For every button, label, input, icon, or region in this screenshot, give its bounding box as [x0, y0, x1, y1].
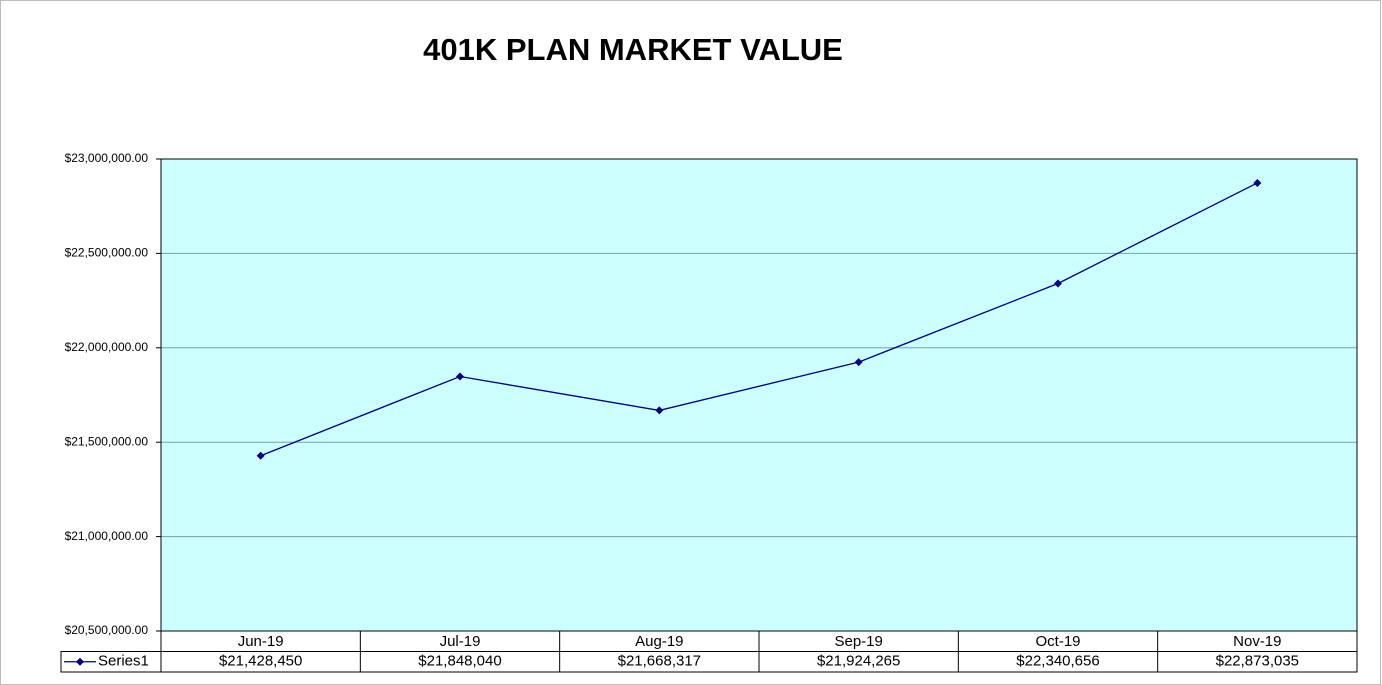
- x-tick-label: Jul-19: [440, 633, 481, 650]
- series-line: [260, 182, 1258, 457]
- table-value: $21,428,450: [219, 653, 302, 670]
- marker: [1054, 279, 1062, 288]
- y-tick-label: $20,500,000.00: [65, 623, 149, 637]
- x-tick-label: Nov-19: [1233, 633, 1281, 650]
- marker: [854, 358, 863, 367]
- y-tick-label: $22,500,000.00: [65, 246, 149, 260]
- table-value: $21,848,040: [418, 653, 501, 670]
- marker: [655, 406, 664, 415]
- table-value: $22,340,656: [1016, 653, 1099, 670]
- x-tick-label: Aug-19: [635, 633, 683, 650]
- marker: [456, 372, 464, 381]
- marker: [256, 451, 265, 460]
- x-tick-label: Sep-19: [834, 633, 882, 650]
- marker: [1253, 178, 1262, 187]
- y-tick-label: $21,000,000.00: [65, 529, 149, 543]
- legend-label: Series1: [98, 653, 149, 670]
- legend-key-marker: [76, 657, 84, 666]
- table-value: $21,924,265: [817, 653, 900, 670]
- x-tick-label: Jun-19: [238, 633, 284, 650]
- table-value: $22,873,035: [1216, 653, 1299, 670]
- y-tick-label: $23,000,000.00: [65, 151, 149, 165]
- y-tick-label: $22,000,000.00: [65, 340, 149, 354]
- y-tick-label: $21,500,000.00: [65, 434, 149, 448]
- plot-area: [161, 159, 1357, 631]
- x-tick-label: Oct-19: [1035, 633, 1080, 650]
- table-value: $21,668,317: [618, 653, 701, 670]
- chart-title: 401K PLAN MARKET VALUE: [423, 32, 843, 67]
